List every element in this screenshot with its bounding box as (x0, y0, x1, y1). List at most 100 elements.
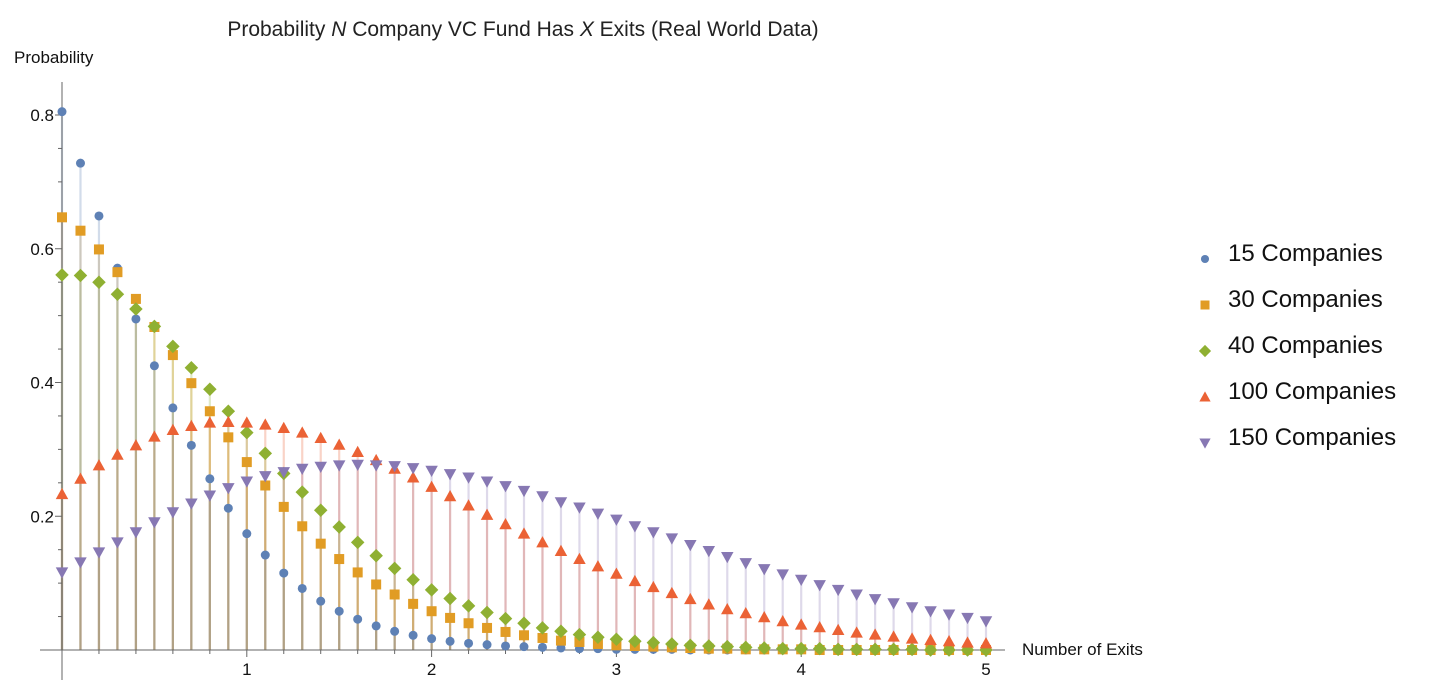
legend-label: 150 Companies (1228, 424, 1396, 451)
data-point (352, 567, 363, 578)
data-point (573, 552, 586, 565)
x-tick-label: 4 (796, 660, 805, 679)
data-point (499, 481, 512, 493)
legend-marker (1199, 391, 1211, 402)
data-point (979, 637, 993, 649)
data-point (536, 491, 549, 503)
data-point (297, 583, 307, 593)
data-point (868, 628, 882, 640)
data-point (408, 598, 419, 609)
data-point (55, 268, 69, 282)
data-point (74, 472, 87, 484)
data-point (812, 641, 827, 656)
data-point (905, 642, 919, 657)
data-point (389, 589, 400, 600)
data-point (757, 610, 771, 623)
data-point (480, 476, 494, 488)
data-point (57, 107, 67, 117)
data-point (923, 643, 938, 657)
data-point (332, 520, 346, 534)
legend: 15 Companies 30 Companies 40 Companies 100 … (1198, 240, 1396, 451)
data-point (241, 457, 252, 468)
data-point (536, 536, 549, 548)
x-tick-label: 1 (242, 660, 251, 679)
data-point (222, 415, 235, 427)
data-point (794, 618, 808, 630)
data-point (554, 497, 568, 509)
data-point (794, 574, 808, 587)
legend-marker (1200, 300, 1210, 310)
data-point (223, 503, 233, 513)
data-point (277, 421, 291, 433)
data-point (242, 529, 252, 539)
data-point (720, 639, 735, 654)
data-point (942, 609, 956, 621)
legend-marker (1199, 438, 1211, 449)
data-point (591, 630, 605, 645)
data-point (480, 508, 494, 520)
data-point (628, 634, 642, 649)
data-point (111, 537, 124, 549)
data-point (519, 642, 529, 652)
data-point (111, 448, 124, 460)
data-point (574, 636, 585, 647)
data-point (278, 501, 289, 512)
data-point (462, 472, 475, 484)
data-point (739, 606, 753, 619)
data-point (554, 544, 568, 557)
data-point (535, 621, 550, 635)
data-point (868, 594, 882, 606)
data-point (258, 446, 273, 461)
data-point (222, 483, 235, 495)
data-point (351, 459, 364, 472)
data-point (260, 480, 271, 491)
data-point (223, 432, 234, 443)
y-tick-label: 0.8 (30, 106, 54, 125)
data-point (313, 503, 328, 517)
data-point (94, 211, 104, 221)
data-point (185, 419, 198, 431)
data-point (129, 302, 143, 316)
data-point (463, 618, 474, 629)
x-tick-label: 3 (612, 660, 621, 679)
data-point (295, 485, 309, 499)
data-point (445, 636, 455, 646)
data-point (979, 616, 993, 628)
data-point (390, 626, 400, 636)
data-point (186, 378, 197, 389)
data-points (55, 107, 993, 657)
title-part: Company VC Fund Has (346, 18, 579, 41)
data-point (831, 642, 845, 657)
data-point (647, 580, 660, 593)
data-point (203, 490, 217, 502)
data-point (647, 527, 660, 539)
data-point (332, 438, 346, 450)
data-point (702, 639, 716, 653)
data-point (721, 602, 734, 615)
data-point (334, 554, 345, 565)
data-point (55, 567, 69, 579)
legend-label: 100 Companies (1228, 378, 1396, 405)
data-point (184, 361, 199, 375)
data-point (591, 560, 605, 572)
data-point (813, 621, 826, 633)
data-point (517, 527, 531, 539)
data-point (369, 548, 383, 563)
data-point (353, 614, 363, 624)
data-point (371, 579, 382, 590)
legend-marker (1200, 254, 1210, 264)
data-point (425, 480, 438, 492)
data-point (204, 406, 215, 417)
data-point (684, 592, 697, 605)
data-point (129, 527, 143, 539)
data-point (129, 439, 143, 451)
chart-title-text: Probability N Company VC Fund Has X Exit… (227, 18, 818, 41)
data-point (408, 630, 418, 640)
data-point (905, 602, 919, 614)
data-point (92, 459, 106, 471)
data-point (406, 463, 420, 475)
data-point (55, 487, 69, 500)
data-point (295, 463, 309, 476)
data-point (517, 616, 531, 630)
